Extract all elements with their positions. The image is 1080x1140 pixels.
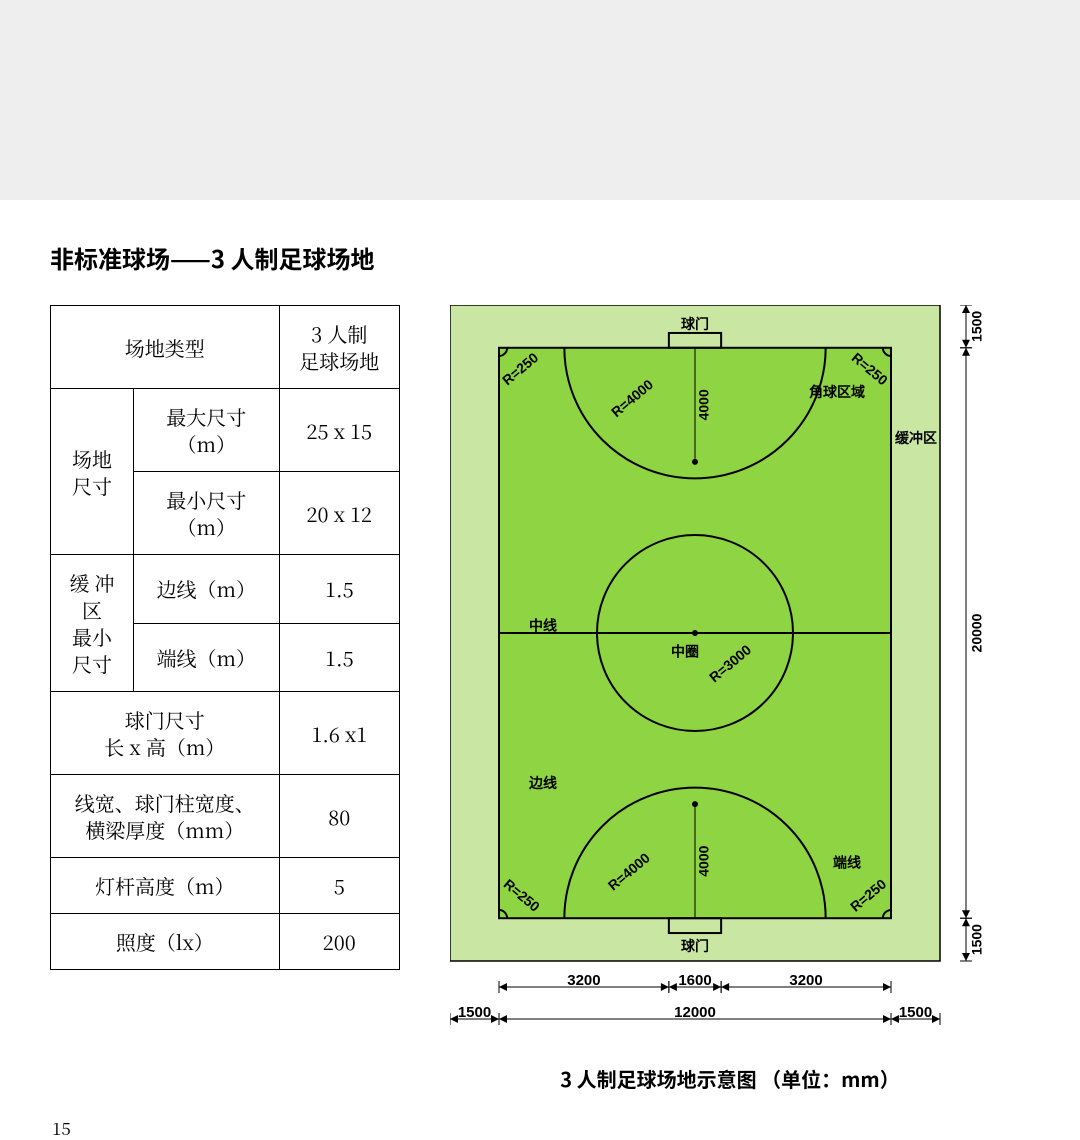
svg-text:12000: 12000 [674, 1004, 716, 1021]
cell: 最小尺寸 （m） [134, 472, 280, 555]
svg-text:中圈: 中圈 [671, 644, 699, 660]
field-diagram: 球门球门角球区域缓冲区中线中圈边线端线R=250R=250R=250R=250R… [450, 305, 1010, 1093]
svg-text:4000: 4000 [696, 845, 712, 876]
grp-size: 场地 尺寸 [51, 389, 134, 555]
svg-text:1500: 1500 [899, 1004, 932, 1021]
svg-text:端线: 端线 [833, 855, 861, 871]
cell: 线宽、球门柱宽度、 横梁厚度（mm） [51, 775, 280, 858]
cell: 80 [279, 775, 399, 858]
svg-text:球门: 球门 [681, 316, 709, 332]
top-band [0, 0, 1080, 200]
cell: 1.6 x1 [279, 692, 399, 775]
th-type: 场地类型 [51, 306, 280, 389]
cell: 边线（m） [134, 555, 280, 624]
cell: 1.5 [279, 623, 399, 692]
grp-buffer: 缓 冲 区 最小 尺寸 [51, 555, 134, 692]
cell: 端线（m） [134, 623, 280, 692]
spec-table: 场地类型 3 人制 足球场地 场地 尺寸 最大尺寸 （m） 25 x 15 最小… [50, 305, 400, 970]
cell: 照度（lx） [51, 914, 280, 970]
svg-text:1500: 1500 [969, 311, 985, 342]
svg-text:1500: 1500 [458, 1004, 491, 1021]
page-title: 非标准球场——3 人制足球场地 [50, 240, 1030, 275]
cell: 最大尺寸 （m） [134, 389, 280, 472]
svg-text:中线: 中线 [529, 618, 557, 634]
cell: 20 x 12 [279, 472, 399, 555]
svg-text:4000: 4000 [696, 389, 712, 420]
svg-text:1500: 1500 [969, 924, 985, 955]
svg-text:球门: 球门 [681, 938, 709, 954]
svg-text:3200: 3200 [789, 972, 822, 989]
svg-text:边线: 边线 [528, 775, 557, 791]
cell: 5 [279, 858, 399, 914]
svg-text:1600: 1600 [678, 972, 711, 989]
th-value: 3 人制 足球场地 [279, 306, 399, 389]
cell: 1.5 [279, 555, 399, 624]
svg-text:3200: 3200 [567, 972, 600, 989]
svg-text:缓冲区: 缓冲区 [895, 430, 937, 446]
page-number: 15 [50, 1115, 1030, 1140]
svg-text:角球区域: 角球区域 [809, 384, 865, 400]
diagram-caption: 3 人制足球场地示意图 （单位：mm） [450, 1064, 1010, 1093]
cell: 灯杆高度（m） [51, 858, 280, 914]
cell: 200 [279, 914, 399, 970]
svg-text:20000: 20000 [969, 613, 985, 652]
cell: 25 x 15 [279, 389, 399, 472]
cell: 球门尺寸 长 x 高（m） [51, 692, 280, 775]
